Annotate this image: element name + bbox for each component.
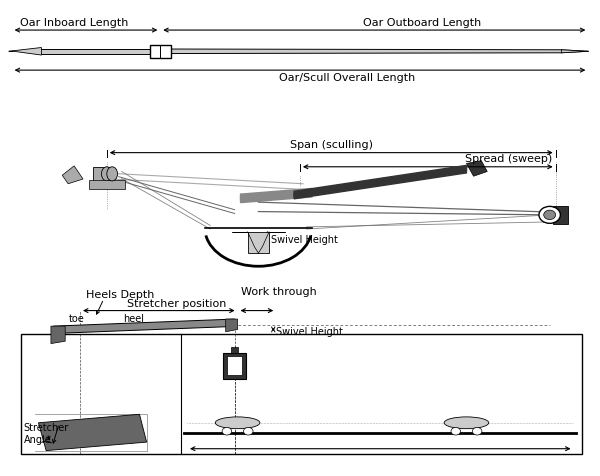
Text: heel: heel: [123, 314, 144, 324]
Polygon shape: [62, 167, 83, 184]
Bar: [94, 168, 112, 181]
Bar: [150, 46, 171, 59]
Circle shape: [539, 207, 560, 224]
Text: Spread (sweep): Spread (sweep): [466, 154, 553, 164]
Polygon shape: [38, 415, 146, 451]
Polygon shape: [232, 232, 285, 254]
Polygon shape: [41, 50, 150, 54]
Polygon shape: [466, 161, 487, 177]
Polygon shape: [562, 50, 589, 54]
Circle shape: [544, 211, 556, 220]
Circle shape: [451, 427, 460, 435]
Bar: [231, 347, 238, 353]
Text: Swivel Height: Swivel Height: [276, 326, 343, 336]
Polygon shape: [171, 50, 562, 54]
Text: Swivel Height: Swivel Height: [271, 234, 338, 244]
Polygon shape: [226, 319, 238, 332]
Polygon shape: [294, 169, 466, 199]
Ellipse shape: [444, 417, 489, 429]
Text: Work through: Work through: [241, 287, 316, 297]
Circle shape: [244, 427, 253, 435]
Text: Stretcher position: Stretcher position: [127, 298, 226, 308]
Text: Oar Outboard Length: Oar Outboard Length: [363, 18, 481, 28]
Text: Oar/Scull Overall Length: Oar/Scull Overall Length: [280, 73, 416, 83]
Polygon shape: [241, 192, 312, 203]
Bar: [223, 353, 247, 379]
Circle shape: [222, 427, 232, 435]
Text: Heels Depth: Heels Depth: [86, 289, 154, 299]
Bar: [553, 207, 568, 225]
Bar: [227, 357, 242, 376]
Bar: [89, 180, 125, 190]
Circle shape: [472, 427, 482, 435]
Bar: [20, 335, 583, 455]
Polygon shape: [51, 327, 65, 344]
Text: toe: toe: [69, 314, 85, 324]
Polygon shape: [241, 189, 312, 200]
Text: Oar Inboard Length: Oar Inboard Length: [20, 18, 128, 28]
Ellipse shape: [107, 168, 118, 181]
Text: Span (sculling): Span (sculling): [290, 139, 373, 149]
Polygon shape: [9, 49, 41, 56]
Polygon shape: [294, 166, 466, 197]
Ellipse shape: [101, 168, 112, 181]
Polygon shape: [53, 319, 235, 334]
Text: Stretcher
Angle: Stretcher Angle: [23, 423, 69, 444]
Ellipse shape: [215, 417, 260, 429]
